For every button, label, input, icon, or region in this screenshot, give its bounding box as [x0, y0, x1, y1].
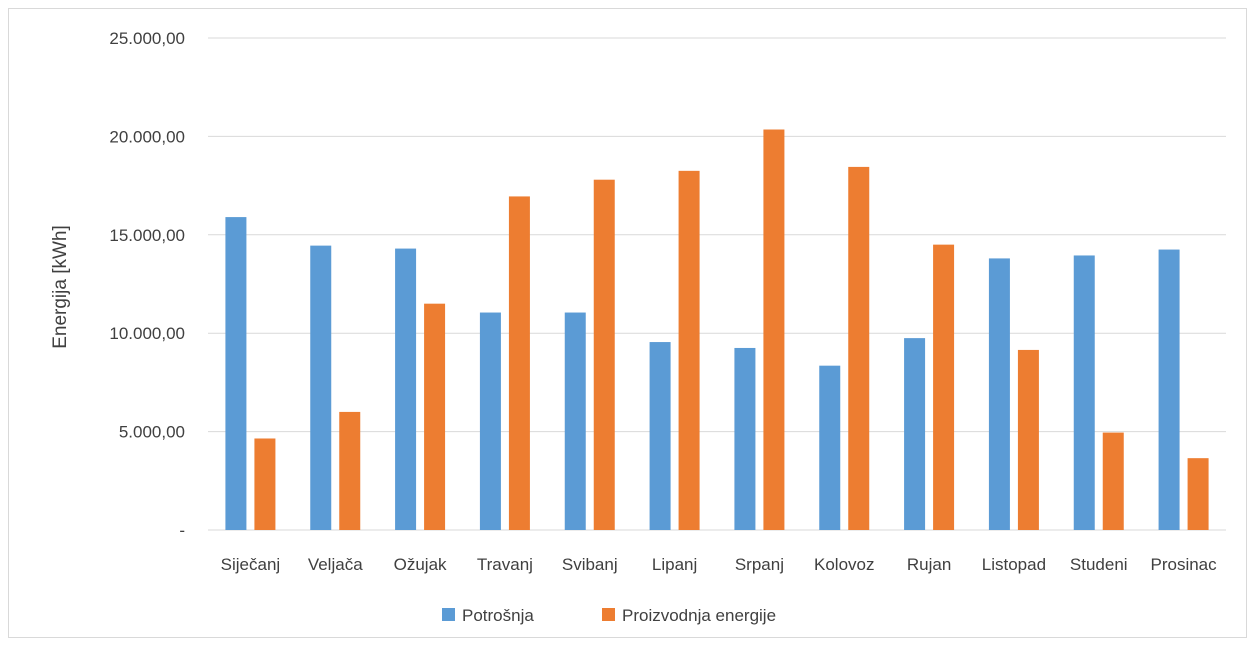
x-tick-label: Studeni: [1070, 555, 1128, 574]
bar-potrosnja: [310, 245, 332, 530]
bar-potrosnja: [904, 338, 926, 530]
bar-proizvodnja: [848, 166, 870, 531]
bar-proizvodnja: [424, 303, 446, 530]
y-axis-title: Energija [kWh]: [50, 225, 71, 349]
y-tick-label: 20.000,00: [109, 127, 185, 146]
bar-potrosnja: [1073, 255, 1095, 531]
bar-potrosnja: [649, 342, 671, 530]
legend-label: Proizvodnja energije: [622, 606, 776, 625]
y-axis-ticks: - 5.000,00 10.000,00 15.000,00 20.000,00 25.0…: [109, 29, 185, 540]
x-tick-label: Travanj: [477, 555, 533, 574]
y-tick-label: 5.000,00: [119, 423, 185, 442]
bar-proizvodnja: [1102, 432, 1124, 530]
legend-label: Potrošnja: [462, 606, 534, 625]
gridlines: [208, 37, 1226, 531]
y-tick-label: 10.000,00: [109, 324, 185, 343]
legend-swatch: [442, 608, 455, 621]
x-tick-label: Listopad: [982, 555, 1046, 574]
bar-potrosnja: [564, 312, 586, 530]
bar-proizvodnja: [593, 179, 615, 531]
chart-area-border: [8, 8, 1247, 638]
x-tick-label: Siječanj: [221, 555, 281, 574]
bar-potrosnja: [395, 248, 417, 531]
bar-potrosnja: [988, 258, 1010, 530]
legend-swatch: [602, 608, 615, 621]
bar-potrosnja: [225, 217, 247, 530]
bar-proizvodnja: [1017, 349, 1039, 530]
bar-proizvodnja: [678, 170, 700, 530]
bar-potrosnja: [734, 347, 756, 530]
bars: [225, 129, 1209, 531]
bar-proizvodnja: [254, 438, 276, 530]
bar-potrosnja: [819, 365, 841, 530]
y-tick-label: -: [179, 521, 185, 540]
bar-proizvodnja: [339, 411, 361, 530]
bar-proizvodnja: [933, 244, 955, 530]
y-tick-label: 25.000,00: [109, 29, 185, 48]
x-tick-label: Svibanj: [562, 555, 618, 574]
bar-potrosnja: [479, 312, 501, 530]
x-tick-label: Kolovoz: [814, 555, 874, 574]
x-tick-label: Srpanj: [735, 555, 784, 574]
x-tick-label: Veljača: [308, 555, 363, 574]
y-tick-label: 15.000,00: [109, 226, 185, 245]
bar-proizvodnja: [763, 129, 785, 530]
bar-potrosnja: [1158, 249, 1180, 530]
bar-proizvodnja: [508, 196, 530, 530]
x-tick-label: Prosinac: [1151, 555, 1218, 574]
x-tick-label: Lipanj: [652, 555, 697, 574]
legend: Potrošnja Proizvodnja energije: [442, 606, 776, 625]
x-tick-label: Ožujak: [394, 555, 447, 574]
bar-proizvodnja: [1187, 458, 1209, 530]
x-axis-categories: Siječanj Veljača Ožujak Travanj Svibanj Lipan…: [221, 555, 1218, 574]
x-tick-label: Rujan: [907, 555, 951, 574]
